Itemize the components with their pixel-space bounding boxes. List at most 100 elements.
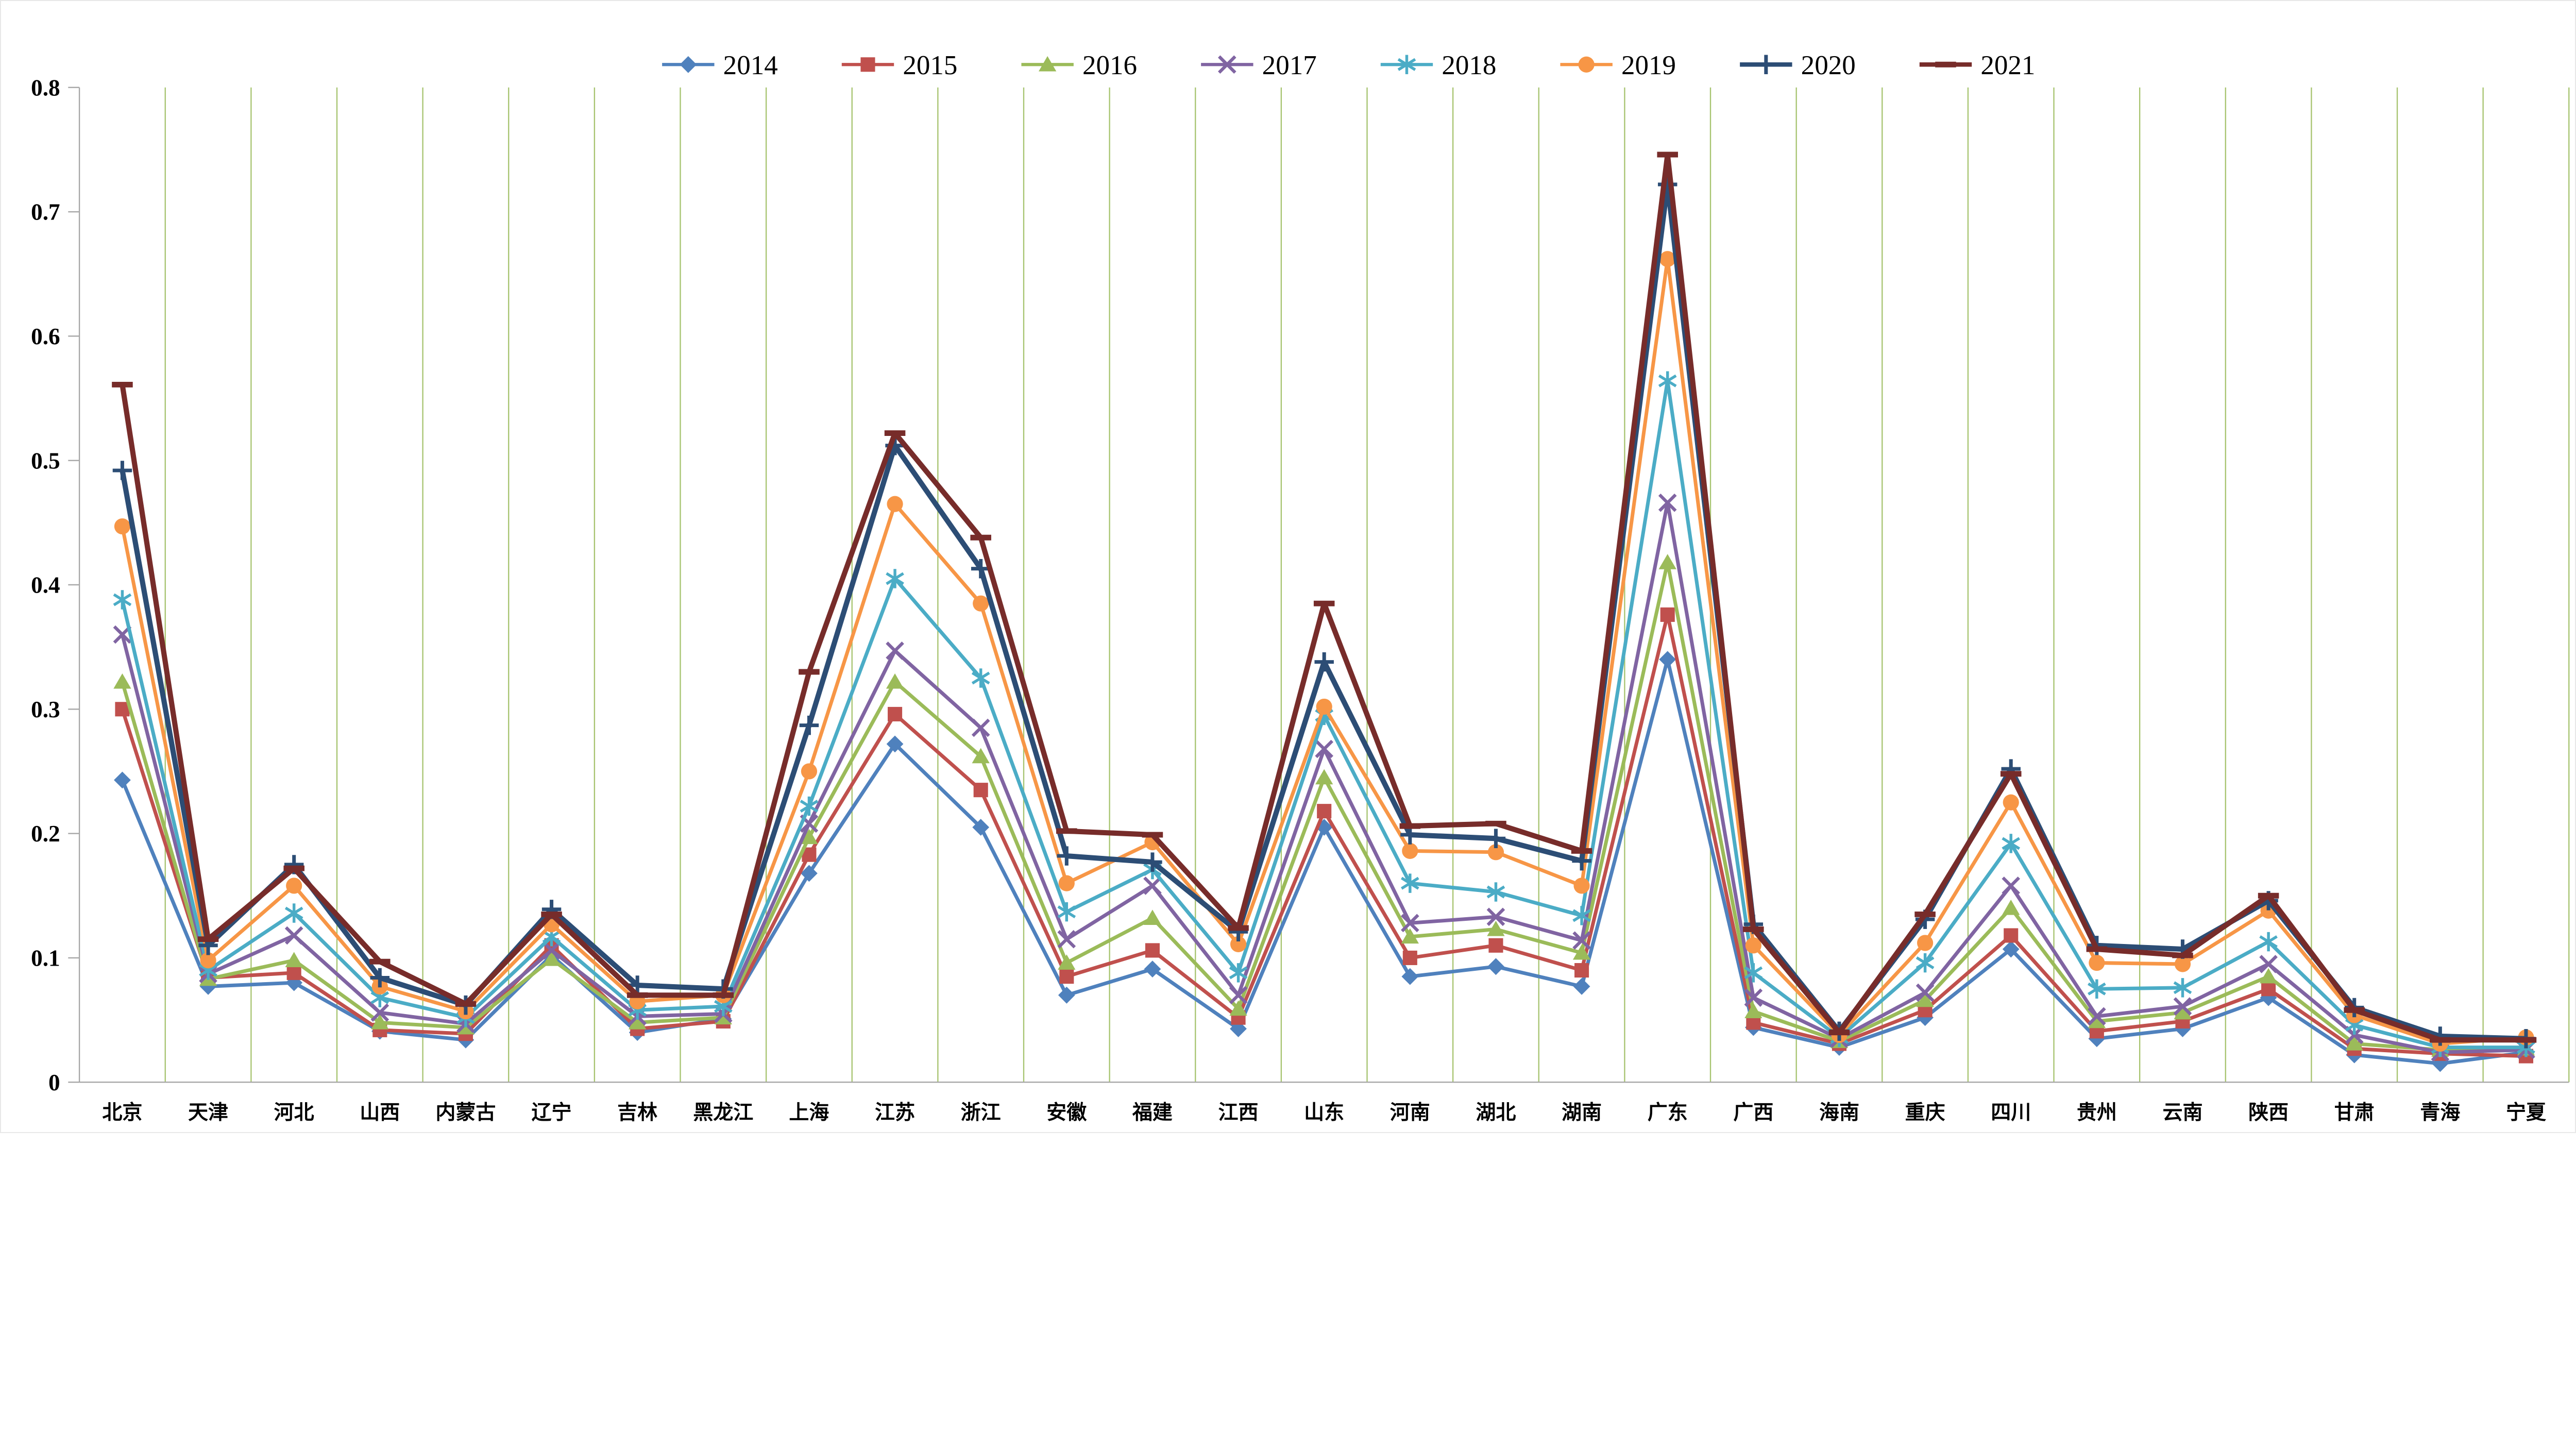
x-marker-icon: [1229, 986, 1248, 1005]
triangle-marker-icon: [2088, 1013, 2106, 1029]
x-marker-icon: [886, 642, 904, 660]
legend-label: 2015: [903, 50, 957, 80]
legend-label: 2016: [1082, 50, 1137, 80]
legend-label: 2017: [1262, 50, 1317, 80]
asterisk-marker-icon: [1057, 902, 1076, 922]
triangle-marker-icon: [1572, 944, 1591, 960]
circle-marker-icon: [114, 518, 131, 535]
triangle-marker-icon: [629, 1014, 647, 1030]
square-marker-icon: [1574, 963, 1589, 978]
y-axis-label: 0: [48, 1070, 60, 1095]
x-marker-icon: [971, 718, 990, 737]
triangle-marker-icon: [1916, 991, 1934, 1007]
x-axis-label: 河北: [274, 1102, 314, 1124]
x-marker-icon: [2173, 997, 2192, 1016]
y-axis-label: 0.2: [31, 821, 60, 847]
x-marker-icon: [370, 1003, 389, 1022]
x-marker-icon: [2002, 876, 2021, 895]
asterisk-marker-icon: [1229, 963, 1248, 983]
x-axis-label: 内蒙古: [435, 1102, 496, 1124]
legend-item-2021: 2021: [1919, 50, 2035, 80]
x-axis-label: 河南: [1390, 1102, 1430, 1124]
triangle-marker-icon: [113, 673, 131, 689]
asterisk-marker-icon: [1397, 55, 1416, 74]
legend-item-2020: 2020: [1740, 50, 1856, 80]
x-axis-label: 北京: [102, 1102, 142, 1124]
triangle-marker-icon: [1315, 769, 1333, 785]
plus-marker-icon: [370, 968, 390, 988]
asterisk-marker-icon: [1916, 953, 1935, 973]
asterisk-marker-icon: [2259, 932, 2278, 952]
y-axis-label: 0.7: [31, 199, 60, 225]
circle-marker-icon: [1487, 844, 1504, 861]
circle-marker-icon: [2174, 956, 2191, 972]
circle-marker-icon: [1578, 56, 1595, 73]
circle-marker-icon: [1745, 937, 1761, 954]
square-marker-icon: [888, 706, 903, 721]
diamond-marker-icon: [1573, 978, 1590, 995]
x-axis-label: 湖北: [1476, 1102, 1516, 1124]
x-axis-label: 青海: [2420, 1102, 2460, 1124]
triangle-marker-icon: [1058, 954, 1076, 970]
legend-item-2015: 2015: [841, 50, 957, 80]
square-marker-icon: [1660, 607, 1675, 622]
asterisk-marker-icon: [886, 569, 904, 588]
y-axis-label: 0.4: [31, 572, 60, 598]
circle-marker-icon: [1058, 875, 1075, 891]
asterisk-marker-icon: [1486, 882, 1505, 902]
asterisk-marker-icon: [971, 668, 990, 688]
triangle-marker-icon: [2002, 900, 2020, 915]
square-marker-icon: [1145, 943, 1160, 958]
circle-marker-icon: [1230, 936, 1247, 952]
triangle-marker-icon: [543, 950, 561, 966]
legend-label: 2014: [723, 50, 778, 80]
triangle-marker-icon: [1039, 56, 1057, 72]
triangle-marker-icon: [371, 1014, 389, 1030]
square-marker-icon: [860, 57, 875, 72]
legend-item-2016: 2016: [1021, 50, 1137, 80]
x-axis-label: 福建: [1132, 1102, 1173, 1124]
plus-marker-icon: [1572, 851, 1591, 871]
triangle-marker-icon: [1143, 909, 1162, 925]
diamond-marker-icon: [1058, 986, 1075, 1004]
square-marker-icon: [1317, 804, 1332, 819]
x-marker-icon: [2088, 1007, 2106, 1026]
square-marker-icon: [1488, 938, 1503, 953]
x-axis-label: 江西: [1218, 1102, 1259, 1124]
y-axis-label: 0.5: [31, 448, 60, 474]
circle-marker-icon: [801, 763, 818, 780]
triangle-marker-icon: [972, 748, 990, 764]
series-line-2021: [120, 151, 2526, 1043]
x-marker-icon: [1057, 930, 1076, 949]
plus-marker-icon: [1143, 852, 1162, 872]
x-axis-label: 宁夏: [2506, 1102, 2547, 1124]
triangle-marker-icon: [1401, 928, 1419, 944]
asterisk-marker-icon: [1744, 963, 1763, 983]
circle-marker-icon: [1573, 878, 1590, 894]
x-axis-label: 天津: [188, 1102, 228, 1124]
circle-marker-icon: [973, 595, 989, 612]
x-marker-icon: [1916, 983, 1935, 1002]
asterisk-marker-icon: [113, 590, 132, 610]
triangle-marker-icon: [2345, 1035, 2363, 1051]
x-marker-icon: [284, 926, 303, 945]
triangle-marker-icon: [886, 673, 904, 689]
x-marker-icon: [1218, 55, 1236, 74]
legend-item-2019: 2019: [1560, 50, 1676, 80]
triangle-marker-icon: [1229, 1000, 1247, 1016]
legend-item-2014: 2014: [662, 50, 778, 80]
circle-marker-icon: [1316, 698, 1332, 715]
square-marker-icon: [1402, 950, 1417, 965]
x-axis-label: 甘肃: [2334, 1102, 2375, 1124]
x-axis-label: 山西: [360, 1102, 400, 1124]
asterisk-marker-icon: [2002, 834, 2021, 853]
asterisk-marker-icon: [284, 903, 303, 923]
asterisk-marker-icon: [1401, 873, 1419, 893]
asterisk-marker-icon: [2173, 978, 2192, 998]
line-chart: 0 0.1 0.2 0.3 0.4 0.5 0.6 0.7 0.8 北京 天津 河北 山西 内蒙古 辽宁 吉林…: [31, 50, 2570, 1124]
diamond-marker-icon: [680, 56, 697, 73]
x-axis-label: 云南: [2162, 1102, 2202, 1124]
square-marker-icon: [2261, 982, 2276, 997]
x-marker-icon: [1315, 739, 1334, 758]
square-marker-icon: [286, 965, 301, 980]
